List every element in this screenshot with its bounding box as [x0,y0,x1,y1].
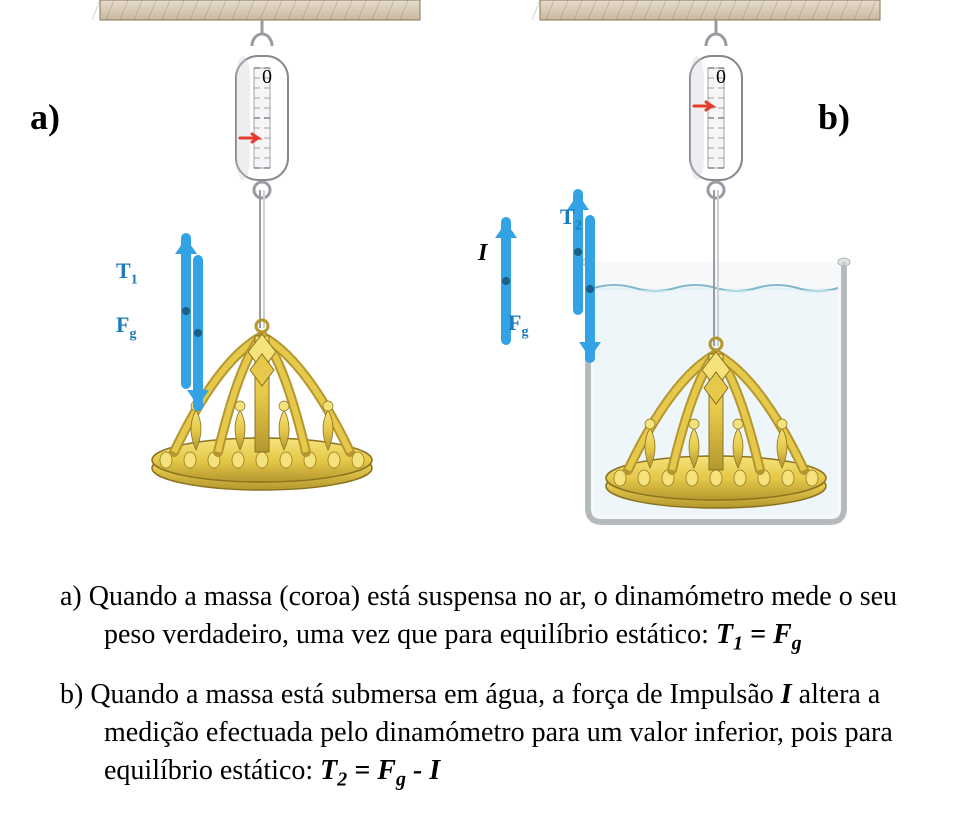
zero-a: 0 [262,66,272,89]
figure-area: a) b) 0 0 I T1 Fg T2 Fg [40,0,920,560]
vec-fg-a: Fg [116,312,136,342]
vec-fg-b: Fg [508,310,528,340]
panel-b-label: b) [818,96,850,138]
panel-a-label: a) [30,96,60,138]
figure-svg [40,0,920,560]
vec-t1: T1 [116,258,138,288]
caption-a: a) Quando a massa (coroa) está suspensa … [60,578,900,657]
impulse-i-label: I [478,240,487,267]
zero-b: 0 [716,66,726,89]
caption-b: b) Quando a massa está submersa em água,… [60,676,900,793]
vec-t2: T2 [560,204,582,234]
page: a) b) 0 0 I T1 Fg T2 Fg a) Quando a mass… [0,0,960,823]
